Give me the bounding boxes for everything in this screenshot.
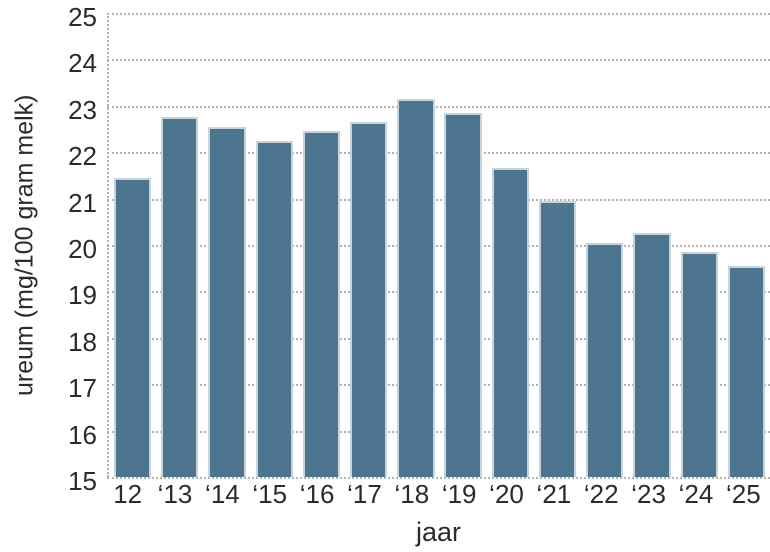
bar-20 — [491, 168, 529, 477]
bar-slot — [251, 13, 298, 477]
gridline-25 — [107, 13, 770, 15]
bar-22 — [586, 242, 624, 477]
x-tick-label-17: ‘17 — [347, 479, 382, 509]
bar-slot — [156, 13, 203, 477]
x-tick-label-15: ‘15 — [252, 479, 288, 509]
x-tick-label-14: ‘14 — [205, 479, 240, 509]
gridline-17 — [107, 384, 770, 387]
bar-14 — [208, 126, 246, 477]
x-tick-label-24: ‘24 — [678, 479, 714, 509]
bar-15 — [255, 140, 293, 477]
bar-17 — [350, 122, 388, 477]
x-axis-title: jaar — [415, 517, 462, 547]
bar-13 — [161, 117, 199, 477]
gridline-15 — [107, 477, 770, 479]
bar-slot — [628, 13, 675, 477]
y-tick-label-18: 18 — [68, 326, 97, 357]
bar-slot — [534, 13, 581, 477]
bar-slot — [676, 13, 723, 477]
x-tick-label-16: ‘16 — [299, 479, 335, 509]
bar-slot — [345, 13, 392, 477]
x-tick-label-21: ‘21 — [536, 479, 572, 509]
bar-slot — [392, 13, 439, 477]
bar-slot — [581, 13, 628, 477]
gridline-19 — [107, 291, 770, 294]
x-tick-label-12: 12 — [113, 479, 143, 509]
bar-12 — [113, 177, 152, 477]
gridline-16 — [107, 430, 770, 433]
x-tick-label-13: ‘13 — [157, 479, 193, 509]
bar-slot — [440, 13, 487, 477]
bar-24 — [680, 251, 718, 477]
bar-25 — [727, 265, 766, 477]
bar-19 — [444, 112, 482, 477]
y-tick-label-19: 19 — [68, 280, 97, 311]
x-tick-label-22: ‘22 — [583, 479, 619, 509]
bar-23 — [633, 233, 671, 477]
plot-area — [107, 13, 770, 479]
y-tick-label-16: 16 — [68, 419, 97, 450]
bar-series — [109, 13, 770, 477]
bar-18 — [397, 98, 435, 477]
x-tick-label-25: ‘25 — [725, 479, 761, 509]
y-tick-label-22: 22 — [68, 141, 97, 172]
gridline-22 — [107, 152, 770, 155]
x-tick-label-23: ‘23 — [631, 479, 666, 509]
bar-slot — [109, 13, 156, 477]
gridline-21 — [107, 198, 770, 201]
bar-slot — [298, 13, 345, 477]
y-tick-label-15: 15 — [68, 466, 97, 496]
bar-slot — [203, 13, 250, 477]
y-tick-label-24: 24 — [68, 48, 97, 79]
bar-16 — [302, 131, 341, 477]
gridline-20 — [107, 245, 770, 247]
y-tick-label-25: 25 — [68, 2, 97, 32]
y-tick-label-21: 21 — [68, 187, 97, 218]
bar-slot — [487, 13, 534, 477]
gridline-18 — [107, 337, 770, 340]
gridline-23 — [107, 105, 770, 108]
y-tick-label-23: 23 — [68, 94, 97, 125]
y-tick-label-17: 17 — [68, 373, 97, 404]
x-tick-label-20: ‘20 — [489, 479, 524, 509]
x-tick-label-19: ‘19 — [441, 479, 477, 509]
gridline-24 — [107, 59, 770, 62]
x-tick-label-18: ‘18 — [394, 479, 430, 509]
y-tick-label-20: 20 — [68, 234, 97, 264]
bar-21 — [538, 200, 577, 477]
bar-slot — [723, 13, 770, 477]
